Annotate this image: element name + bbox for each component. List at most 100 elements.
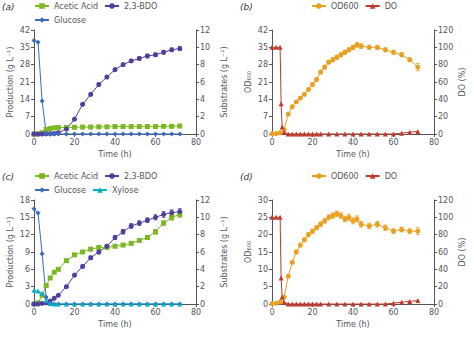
svg-text:0: 0 bbox=[263, 300, 268, 309]
svg-text:0: 0 bbox=[25, 130, 30, 139]
svg-text:100: 100 bbox=[438, 213, 453, 222]
svg-text:60: 60 bbox=[388, 138, 398, 147]
svg-text:80: 80 bbox=[429, 138, 439, 147]
svg-text:40: 40 bbox=[348, 138, 358, 147]
svg-text:2,3-BDO: 2,3-BDO bbox=[124, 172, 157, 181]
svg-text:12: 12 bbox=[20, 230, 30, 239]
svg-text:10: 10 bbox=[200, 213, 210, 222]
svg-text:(b): (b) bbox=[240, 2, 253, 12]
svg-text:0: 0 bbox=[25, 300, 30, 309]
svg-text:80: 80 bbox=[191, 308, 201, 317]
svg-text:40: 40 bbox=[438, 95, 448, 104]
svg-text:OD₆₀₀: OD₆₀₀ bbox=[244, 71, 253, 93]
svg-text:Glucose: Glucose bbox=[54, 186, 86, 195]
svg-text:21: 21 bbox=[20, 78, 30, 87]
svg-text:OD₆₀₀: OD₆₀₀ bbox=[244, 241, 253, 263]
svg-text:0: 0 bbox=[200, 129, 206, 139]
svg-text:28: 28 bbox=[20, 60, 30, 69]
svg-text:6: 6 bbox=[200, 248, 205, 257]
svg-text:0: 0 bbox=[31, 138, 36, 147]
svg-text:DO: DO bbox=[385, 2, 397, 11]
svg-text:40: 40 bbox=[348, 308, 358, 317]
svg-text:35: 35 bbox=[20, 43, 30, 52]
svg-text:Acetic Acid: Acetic Acid bbox=[54, 2, 98, 11]
svg-text:2: 2 bbox=[200, 282, 205, 291]
svg-text:10: 10 bbox=[200, 43, 210, 52]
svg-text:0: 0 bbox=[269, 308, 274, 317]
svg-text:80: 80 bbox=[438, 60, 448, 69]
svg-text:0: 0 bbox=[31, 308, 36, 317]
svg-text:40: 40 bbox=[110, 308, 120, 317]
svg-text:DO: DO bbox=[385, 172, 397, 181]
svg-text:Substrates (g L⁻¹): Substrates (g L⁻¹) bbox=[220, 216, 229, 287]
svg-text:60: 60 bbox=[388, 308, 398, 317]
svg-text:15: 15 bbox=[258, 248, 268, 257]
svg-text:4: 4 bbox=[200, 95, 205, 104]
svg-text:Time (h): Time (h) bbox=[335, 150, 369, 159]
svg-text:0: 0 bbox=[263, 130, 268, 139]
svg-text:60: 60 bbox=[150, 138, 160, 147]
svg-text:3: 3 bbox=[25, 282, 30, 291]
svg-text:DO (%): DO (%) bbox=[458, 238, 467, 267]
svg-text:18: 18 bbox=[20, 196, 30, 205]
svg-text:28: 28 bbox=[258, 60, 268, 69]
svg-text:80: 80 bbox=[429, 308, 439, 317]
svg-text:Time (h): Time (h) bbox=[335, 320, 369, 329]
svg-text:Substrates (g L⁻¹): Substrates (g L⁻¹) bbox=[220, 46, 229, 117]
svg-text:(c): (c) bbox=[2, 172, 14, 182]
svg-text:100: 100 bbox=[438, 43, 453, 52]
svg-text:20: 20 bbox=[307, 308, 317, 317]
svg-text:20: 20 bbox=[69, 138, 79, 147]
svg-text:9: 9 bbox=[25, 248, 30, 257]
svg-text:6: 6 bbox=[200, 78, 205, 87]
svg-text:20: 20 bbox=[69, 308, 79, 317]
svg-text:14: 14 bbox=[20, 95, 30, 104]
svg-text:10: 10 bbox=[258, 265, 268, 274]
svg-text:Time (h): Time (h) bbox=[97, 320, 131, 329]
svg-text:12: 12 bbox=[200, 26, 210, 35]
svg-text:60: 60 bbox=[438, 78, 448, 87]
svg-text:(d): (d) bbox=[240, 172, 253, 182]
svg-text:80: 80 bbox=[191, 138, 201, 147]
svg-text:Time (h): Time (h) bbox=[97, 150, 131, 159]
svg-text:(a): (a) bbox=[2, 2, 15, 12]
svg-text:120: 120 bbox=[438, 26, 453, 35]
svg-text:40: 40 bbox=[438, 265, 448, 274]
svg-text:Production (g L⁻¹): Production (g L⁻¹) bbox=[6, 47, 15, 118]
svg-text:14: 14 bbox=[258, 95, 268, 104]
svg-text:25: 25 bbox=[258, 213, 268, 222]
svg-text:30: 30 bbox=[258, 196, 268, 205]
svg-text:6: 6 bbox=[25, 265, 30, 274]
svg-text:OD600: OD600 bbox=[331, 172, 359, 181]
svg-text:20: 20 bbox=[307, 138, 317, 147]
svg-text:DO (%): DO (%) bbox=[458, 68, 467, 97]
svg-text:60: 60 bbox=[438, 248, 448, 257]
svg-text:8: 8 bbox=[200, 60, 205, 69]
svg-text:5: 5 bbox=[263, 282, 268, 291]
svg-text:80: 80 bbox=[438, 230, 448, 239]
svg-text:Glucose: Glucose bbox=[54, 16, 86, 25]
svg-text:2: 2 bbox=[200, 112, 205, 121]
svg-text:35: 35 bbox=[258, 43, 268, 52]
svg-text:2,3-BDO: 2,3-BDO bbox=[124, 2, 157, 11]
svg-text:42: 42 bbox=[258, 26, 268, 35]
svg-text:60: 60 bbox=[150, 308, 160, 317]
svg-text:7: 7 bbox=[263, 112, 268, 121]
svg-text:4: 4 bbox=[200, 265, 205, 274]
svg-text:Acetic Acid: Acetic Acid bbox=[54, 172, 98, 181]
svg-text:OD600: OD600 bbox=[331, 2, 359, 11]
svg-text:120: 120 bbox=[438, 196, 453, 205]
svg-text:Xylose: Xylose bbox=[112, 186, 139, 195]
svg-text:0: 0 bbox=[269, 138, 274, 147]
svg-text:21: 21 bbox=[258, 78, 268, 87]
svg-text:20: 20 bbox=[438, 112, 448, 121]
svg-text:20: 20 bbox=[258, 230, 268, 239]
svg-text:15: 15 bbox=[20, 213, 30, 222]
svg-text:20: 20 bbox=[438, 282, 448, 291]
svg-text:12: 12 bbox=[200, 196, 210, 205]
svg-text:40: 40 bbox=[110, 138, 120, 147]
svg-text:7: 7 bbox=[25, 112, 30, 121]
svg-text:42: 42 bbox=[20, 26, 30, 35]
svg-text:8: 8 bbox=[200, 230, 205, 239]
svg-text:Production (g L⁻¹): Production (g L⁻¹) bbox=[6, 217, 15, 288]
